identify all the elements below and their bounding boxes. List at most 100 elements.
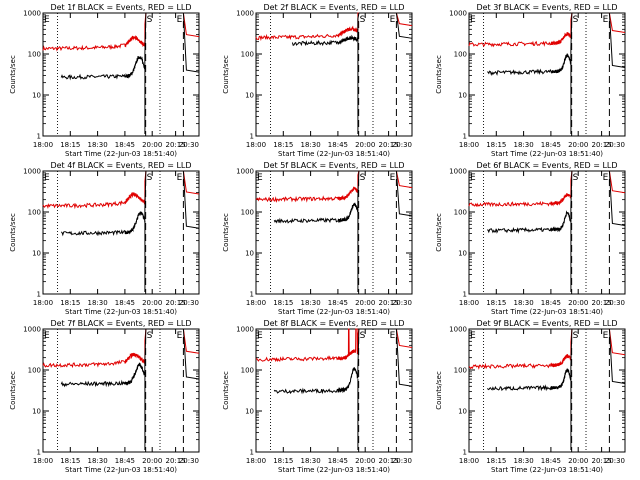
panel-title: Det 7f BLACK = Events, RED = LLD: [50, 319, 191, 328]
lld-series-line: [42, 328, 147, 369]
y-tick-label: 1: [250, 133, 254, 141]
x-tick-label: 20:15: [166, 457, 186, 465]
y-axis-label: Counts/sec: [435, 213, 443, 252]
x-tick-label: 18:00: [246, 457, 266, 465]
x-tick-label: 20:30: [392, 141, 412, 149]
lld-series-line-tail: [395, 328, 413, 348]
y-axis-label: Counts/sec: [9, 55, 17, 94]
y-axis-label: Counts/sec: [9, 213, 17, 252]
x-tick-label: 20:00: [142, 299, 162, 307]
events-series-line: [273, 170, 360, 224]
panel-title: Det 8f BLACK = Events, RED = LLD: [263, 319, 404, 328]
events-series-line: [486, 328, 573, 392]
marker-label: S: [147, 331, 153, 341]
x-tick-label: 18:30: [514, 457, 534, 465]
panel-det-8: Det 8f BLACK = Events, RED = LLD 1 10 100 10…: [222, 319, 413, 474]
x-tick-label: 20:00: [142, 457, 162, 465]
marker-label: S: [573, 173, 579, 183]
y-axis-label: Counts/sec: [9, 371, 17, 410]
x-tick-label: 18:15: [486, 457, 506, 465]
marker-label: E: [177, 331, 183, 341]
x-tick-label: 18:00: [459, 457, 479, 465]
x-axis-label: Start Time (22-Jun-03 18:51:40): [278, 150, 390, 158]
x-tick-label: 20:30: [179, 299, 199, 307]
marker-label: S: [360, 15, 366, 25]
x-tick-label: 18:15: [273, 457, 293, 465]
events-series-line: [487, 170, 573, 234]
panel-det-2: Det 2f BLACK = Events, RED = LLD 1 10 100 10…: [222, 3, 413, 158]
x-tick-label: 18:15: [60, 141, 80, 149]
lld-series-line: [468, 12, 573, 48]
x-tick-label: 18:45: [115, 299, 135, 307]
panel-det-3: Det 3f BLACK = Events, RED = LLD 1 10 100 10…: [435, 3, 626, 158]
plot-frame: [42, 170, 200, 295]
marker-label: S: [573, 331, 579, 341]
marker-label: E: [177, 15, 183, 25]
y-tick-label: 100: [28, 209, 41, 217]
events-series-line-tail: [608, 170, 626, 226]
marker-label: S: [147, 173, 153, 183]
y-tick-label: 1: [37, 291, 41, 299]
events-series-line: [60, 12, 147, 81]
x-tick-label: 18:15: [60, 457, 80, 465]
marker-label: E: [44, 173, 50, 183]
x-axis-label: Start Time (22-Jun-03 18:51:40): [278, 466, 390, 474]
events-series-line-tail: [182, 328, 200, 380]
x-tick-label: 20:15: [379, 141, 399, 149]
lld-series-line-tail: [608, 12, 626, 34]
marker-label: E: [603, 331, 609, 341]
marker-label: E: [603, 15, 609, 25]
x-tick-label: 20:15: [379, 457, 399, 465]
marker-label: E: [603, 173, 609, 183]
plot-frame: [468, 170, 626, 295]
y-axis-label: Counts/sec: [222, 213, 230, 252]
events-series-line-tail: [395, 12, 413, 39]
marker-label: E: [390, 15, 396, 25]
y-tick-label: 100: [28, 367, 41, 375]
x-tick-label: 20:30: [605, 141, 625, 149]
panel-title: Det 6f BLACK = Events, RED = LLD: [476, 161, 617, 170]
y-axis-label: Counts/sec: [435, 371, 443, 410]
x-tick-label: 18:00: [33, 141, 53, 149]
events-series-line: [60, 170, 147, 237]
x-tick-label: 20:15: [166, 141, 186, 149]
marker-label: E: [177, 173, 183, 183]
x-tick-label: 20:00: [568, 457, 588, 465]
x-tick-label: 18:15: [273, 299, 293, 307]
y-tick-label: 10: [32, 408, 41, 416]
x-tick-label: 18:30: [514, 299, 534, 307]
lld-series-line-tail: [608, 328, 626, 356]
events-series-line: [60, 328, 147, 388]
x-tick-label: 20:00: [355, 299, 375, 307]
marker-label: E: [390, 331, 396, 341]
plot-frame: [255, 12, 413, 137]
x-axis-label: Start Time (22-Jun-03 18:51:40): [65, 466, 177, 474]
y-tick-label: 10: [32, 250, 41, 258]
x-tick-label: 18:30: [301, 141, 321, 149]
y-tick-label: 100: [454, 209, 467, 217]
y-tick-label: 1000: [236, 326, 254, 334]
plot-frame: [468, 328, 626, 453]
x-tick-label: 18:30: [88, 457, 108, 465]
panel-det-4: Det 4f BLACK = Events, RED = LLD 1 10 100 10…: [9, 161, 200, 316]
x-tick-label: 18:45: [328, 141, 348, 149]
events-series-line: [487, 12, 573, 77]
x-tick-label: 18:45: [115, 141, 135, 149]
y-tick-label: 100: [454, 367, 467, 375]
panel-title: Det 1f BLACK = Events, RED = LLD: [50, 3, 191, 12]
plot-frame: [42, 12, 200, 137]
panel-title: Det 4f BLACK = Events, RED = LLD: [50, 161, 191, 170]
lld-series-line-tail: [395, 12, 413, 27]
y-tick-label: 1: [463, 291, 467, 299]
y-tick-label: 1000: [236, 168, 254, 176]
y-tick-label: 1: [463, 449, 467, 457]
y-axis-label: Counts/sec: [222, 55, 230, 94]
y-tick-label: 100: [454, 51, 467, 59]
marker-label: S: [360, 173, 366, 183]
y-tick-label: 100: [241, 51, 254, 59]
x-tick-label: 18:15: [486, 299, 506, 307]
x-tick-label: 20:30: [392, 457, 412, 465]
panel-det-5: Det 5f BLACK = Events, RED = LLD 1 10 100 10…: [222, 161, 413, 316]
y-tick-label: 10: [458, 92, 467, 100]
x-tick-label: 18:45: [328, 299, 348, 307]
